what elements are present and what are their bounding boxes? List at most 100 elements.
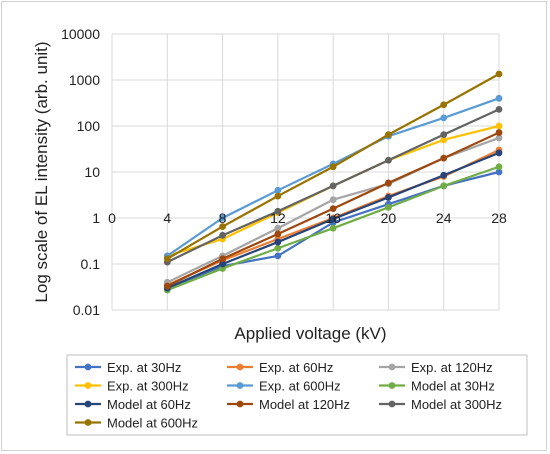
series-7 [163, 129, 503, 290]
legend-label: Exp. at 600Hz [259, 379, 341, 394]
data-point [329, 163, 337, 171]
legend-item: Model at 60Hz [75, 397, 191, 412]
y-tick-label: 0.01 [73, 302, 100, 318]
legend-label: Exp. at 120Hz [411, 360, 493, 375]
data-point [219, 214, 226, 222]
data-point [440, 101, 448, 109]
data-point [274, 252, 282, 260]
data-point [163, 282, 171, 290]
y-tick-label: 10000 [61, 26, 100, 42]
legend-item: Model at 120Hz [227, 397, 350, 412]
y-tick-label: 10 [84, 164, 100, 180]
legend-swatch-marker [388, 382, 396, 389]
data-point [385, 179, 392, 187]
data-point [440, 131, 448, 139]
legend-swatch-marker [84, 419, 92, 426]
legend-label: Model at 300Hz [411, 397, 502, 412]
legend-label: Exp. at 300Hz [107, 379, 189, 394]
x-tick-label: 12 [270, 210, 286, 226]
legend-swatch-marker [388, 400, 396, 408]
legend-item: Exp. at 60Hz [227, 360, 333, 375]
data-point [385, 203, 392, 211]
legend-swatch-marker [236, 363, 244, 371]
data-point [495, 163, 503, 171]
legend-label: Model at 120Hz [259, 397, 350, 412]
data-point [495, 168, 503, 176]
data-point [274, 238, 282, 246]
data-point [329, 196, 337, 204]
legend-item: Model at 600Hz [75, 416, 198, 431]
legend: Exp. at 30Hz Exp. at 60Hz Exp. at 120Hz Exp… [66, 354, 528, 436]
x-tick-label: 20 [381, 210, 397, 226]
data-point [329, 182, 337, 190]
data-point [274, 224, 282, 232]
y-tick-label: 1000 [69, 72, 100, 88]
legend-label: Model at 30Hz [411, 379, 495, 394]
legend-swatch-marker [84, 382, 92, 389]
data-point [219, 231, 226, 239]
series-8 [163, 105, 503, 266]
x-tick-label: 28 [491, 210, 507, 226]
legend-label: Exp. at 60Hz [259, 360, 333, 375]
legend-swatch-marker [236, 382, 244, 389]
data-point [329, 205, 337, 213]
legend-swatch-marker [388, 363, 396, 371]
legend-swatch-marker [84, 400, 92, 408]
legend-box [66, 354, 528, 436]
data-point [440, 154, 448, 162]
legend-item: Exp. at 30Hz [75, 360, 181, 375]
data-point [385, 156, 392, 164]
data-point [440, 114, 448, 122]
y-tick-label: 100 [77, 118, 101, 134]
data-point [495, 149, 503, 157]
series-lines [163, 70, 503, 294]
data-point [274, 230, 282, 238]
x-axis-title: Applied voltage (kV) [234, 324, 386, 343]
legend-swatch-marker [84, 363, 92, 371]
legend-label: Model at 60Hz [107, 397, 191, 412]
x-tick-label: 16 [325, 210, 341, 226]
series-9 [163, 70, 503, 263]
data-point [495, 105, 503, 113]
data-point [385, 194, 392, 201]
legend-label: Exp. at 30Hz [107, 360, 181, 375]
legend-item: Model at 300Hz [379, 397, 502, 412]
data-point [163, 255, 171, 263]
series-6 [163, 149, 503, 292]
data-point [495, 122, 503, 130]
y-tick-label: 0.1 [81, 256, 101, 272]
data-point [219, 255, 226, 263]
legend-label: Model at 600Hz [107, 416, 198, 431]
x-tick-label: 4 [163, 210, 171, 226]
data-point [219, 260, 226, 268]
data-point [385, 131, 392, 139]
y-axis: 0.01 0.1 1 10 100 1000 10000 [61, 26, 100, 318]
y-tick-label: 1 [92, 210, 100, 226]
x-tick-label: 24 [436, 210, 452, 226]
data-point [495, 70, 503, 78]
legend-swatch-marker [236, 400, 244, 408]
data-point [329, 224, 337, 232]
data-point [440, 182, 448, 190]
grid-lines [111, 33, 500, 311]
data-point [219, 223, 226, 231]
series-5 [163, 163, 503, 294]
x-tick-label: 0 [108, 210, 116, 226]
data-point [329, 215, 337, 223]
data-point [440, 171, 448, 179]
data-point [274, 192, 282, 200]
data-point [440, 136, 448, 144]
data-point [495, 94, 503, 102]
data-point [495, 134, 503, 142]
data-point [274, 186, 282, 194]
x-axis: 0 4 8 12 16 20 24 28 [108, 210, 507, 226]
legend-item: Exp. at 120Hz [379, 360, 493, 375]
legend-item: Model at 30Hz [379, 379, 495, 394]
legend-item: Exp. at 600Hz [227, 379, 341, 394]
data-point [274, 244, 282, 252]
data-point [274, 207, 282, 215]
data-point [495, 129, 503, 136]
y-axis-title: Log scale of EL intensity (arb. unit) [32, 41, 51, 302]
